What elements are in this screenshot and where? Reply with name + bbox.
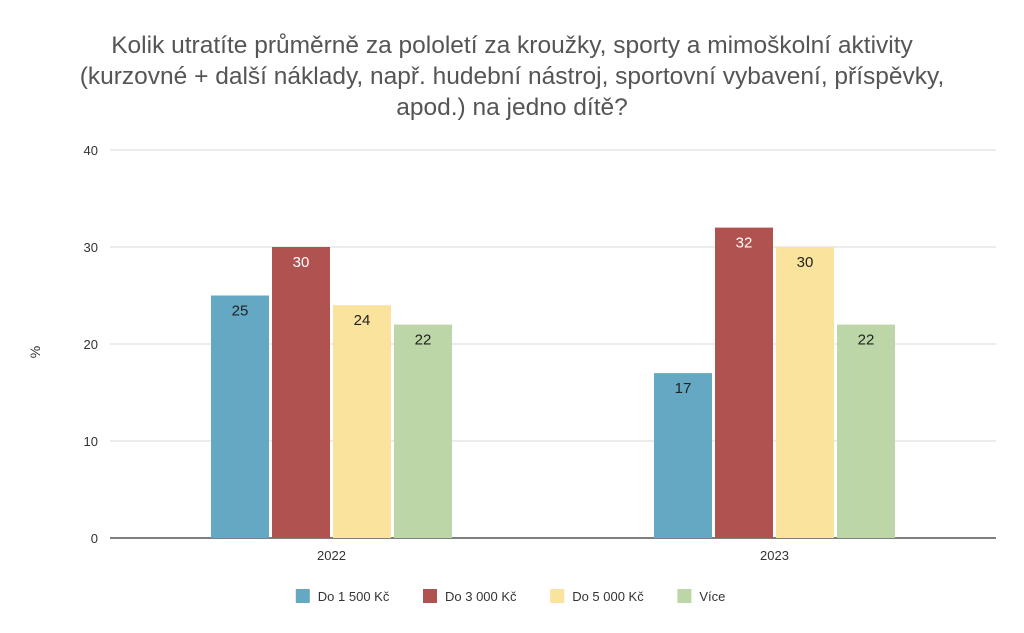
chart-title: Kolik utratíte průměrně za pololetí za k… xyxy=(20,30,1004,123)
bar xyxy=(394,324,452,538)
y-tick-label: 20 xyxy=(84,337,98,352)
bar xyxy=(333,305,391,538)
bar-data-label: 24 xyxy=(354,312,371,329)
legend-label: Do 5 000 Kč xyxy=(572,589,644,604)
bar-data-label: 22 xyxy=(415,332,432,349)
y-tick-label: 40 xyxy=(84,143,98,158)
bars: 25 30 24 22 17 32 30 22 xyxy=(211,227,895,538)
x-tick-label: 2023 xyxy=(760,548,789,563)
legend-label: Do 1 500 Kč xyxy=(318,589,390,604)
bar-data-label: 30 xyxy=(293,254,310,271)
bar xyxy=(272,247,330,538)
legend: Do 1 500 Kč Do 3 000 Kč Do 5 000 Kč Více xyxy=(295,589,725,604)
chart-title-line-1: Kolik utratíte průměrně za pololetí za k… xyxy=(111,32,913,59)
y-tick-label: 10 xyxy=(84,434,98,449)
y-tick-label: 30 xyxy=(84,240,98,255)
chart-title-line-3: apod.) na jedno dítě? xyxy=(396,94,628,121)
bar-data-label: 32 xyxy=(736,235,753,252)
x-axis-ticks: 2022 2023 xyxy=(317,548,789,563)
legend-swatch xyxy=(423,589,437,603)
chart-title-line-2: (kurzovné + další náklady, např. hudební… xyxy=(79,63,945,90)
y-axis-ticks: 0 10 20 30 40 xyxy=(84,143,98,546)
bar xyxy=(715,227,773,538)
bar-data-label: 25 xyxy=(232,303,249,320)
bar-data-label: 22 xyxy=(858,332,875,349)
bar-data-label: 17 xyxy=(675,380,692,397)
y-axis-label: % xyxy=(27,346,43,358)
y-tick-label: 0 xyxy=(91,531,98,546)
legend-swatch xyxy=(677,589,692,603)
bar xyxy=(654,373,712,538)
legend-label: Více xyxy=(699,589,725,604)
legend-swatch xyxy=(550,589,565,603)
legend-label: Do 3 000 Kč xyxy=(445,589,517,604)
bar xyxy=(837,324,895,538)
legend-swatch xyxy=(295,589,310,603)
x-tick-label: 2022 xyxy=(317,548,346,563)
bar xyxy=(776,247,834,538)
bar-data-label: 30 xyxy=(797,254,814,271)
bar xyxy=(211,295,269,538)
